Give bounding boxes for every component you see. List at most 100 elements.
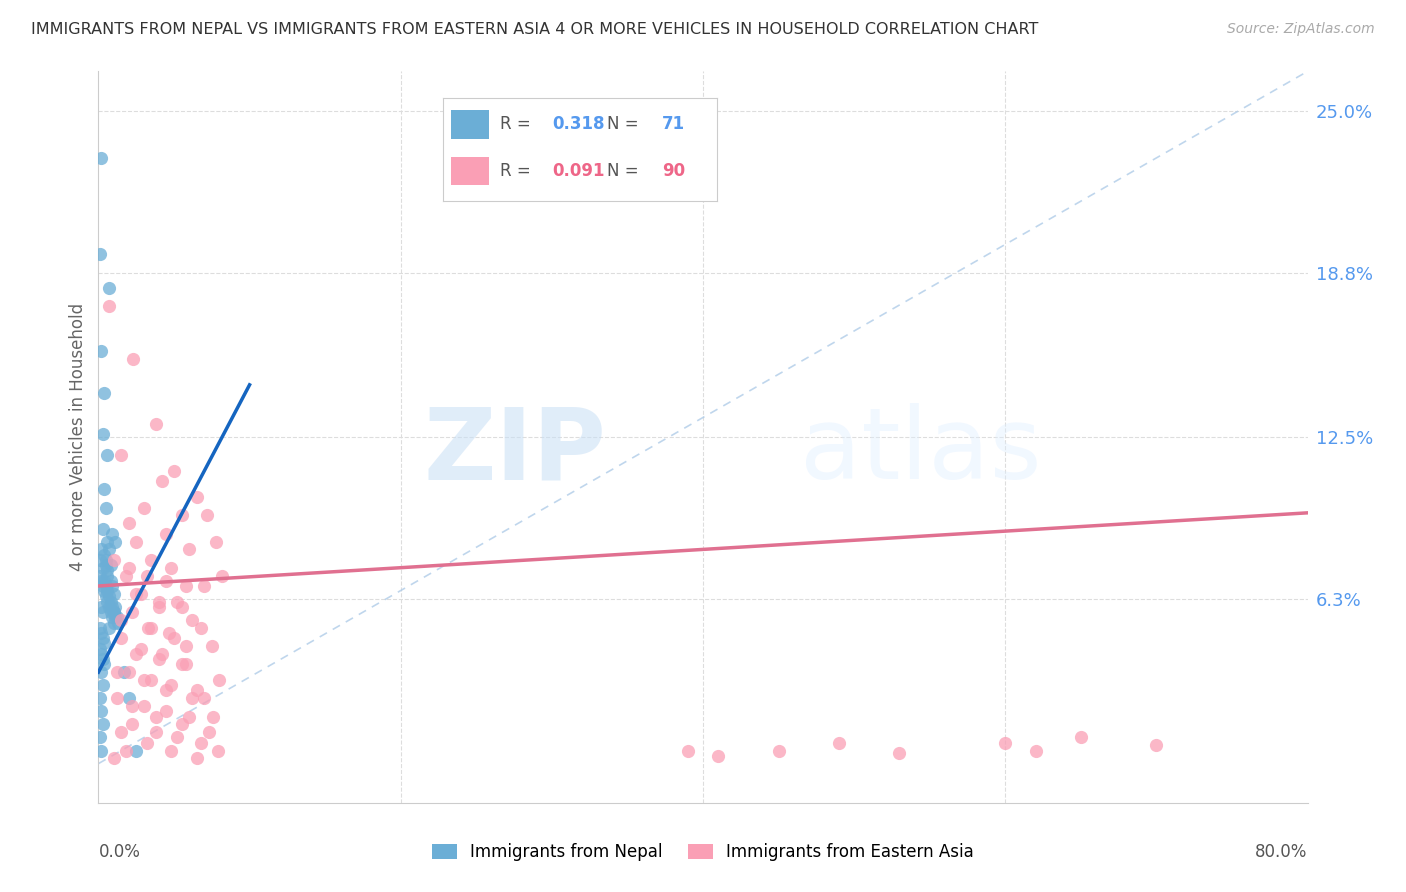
Point <box>1024 743 1046 757</box>
Point <box>103 751 125 765</box>
Point <box>141 673 163 687</box>
Point <box>105 691 128 706</box>
Point <box>90 705 112 719</box>
Point <box>125 534 148 549</box>
Point <box>110 725 132 739</box>
Point <box>174 657 197 672</box>
Point <box>100 605 122 619</box>
Point <box>98 542 121 557</box>
Point <box>89 247 111 261</box>
Point <box>101 526 124 541</box>
Point <box>132 673 155 687</box>
Text: R =: R = <box>501 115 537 133</box>
Point <box>114 743 136 757</box>
Point <box>103 615 125 630</box>
Point <box>141 621 163 635</box>
Point <box>93 483 115 497</box>
Point <box>145 709 167 723</box>
Point <box>89 621 111 635</box>
Text: R =: R = <box>501 162 537 180</box>
Text: 80.0%: 80.0% <box>1256 843 1308 861</box>
Point <box>100 594 122 608</box>
Text: N =: N = <box>607 162 644 180</box>
Point <box>91 579 114 593</box>
Point <box>166 731 188 745</box>
Point <box>101 599 124 614</box>
Point <box>107 615 129 630</box>
Point <box>94 590 117 604</box>
Point <box>121 699 143 714</box>
Point <box>121 717 143 731</box>
Point <box>170 717 193 731</box>
Point <box>89 553 111 567</box>
Text: 90: 90 <box>662 162 685 180</box>
Point <box>98 599 121 614</box>
Point <box>122 351 145 366</box>
Point <box>208 673 231 687</box>
Point <box>193 579 215 593</box>
Point <box>114 568 136 582</box>
Point <box>129 587 152 601</box>
Point <box>90 343 112 358</box>
Point <box>96 563 118 577</box>
Point <box>96 568 118 582</box>
Point <box>205 534 228 549</box>
Point <box>98 621 121 635</box>
Point <box>160 678 183 692</box>
Point <box>135 736 157 750</box>
Point <box>160 743 183 757</box>
Point <box>96 594 118 608</box>
Point <box>174 639 197 653</box>
Point <box>136 621 159 635</box>
Point <box>132 500 155 515</box>
Point <box>197 725 219 739</box>
Point <box>125 743 148 757</box>
Point <box>141 553 163 567</box>
Point <box>160 560 183 574</box>
Point <box>93 574 115 588</box>
Point <box>201 639 224 653</box>
Point <box>90 574 112 588</box>
Point <box>96 449 118 463</box>
Point <box>132 699 155 714</box>
Bar <box>451 157 489 186</box>
Point <box>103 605 125 619</box>
Point <box>145 417 167 431</box>
Point <box>98 300 121 314</box>
Point <box>121 605 143 619</box>
Point <box>96 534 118 549</box>
Text: 0.091: 0.091 <box>553 162 605 180</box>
Point <box>828 736 851 750</box>
Point <box>155 705 177 719</box>
Point <box>96 584 118 599</box>
Point <box>150 647 173 661</box>
Point <box>98 590 121 604</box>
Point <box>179 542 201 557</box>
Point <box>94 500 117 515</box>
Point <box>1070 731 1092 745</box>
Point <box>93 584 115 599</box>
Point <box>207 743 229 757</box>
Point <box>145 725 167 739</box>
Point <box>125 647 148 661</box>
Point <box>101 610 124 624</box>
Point <box>707 748 730 763</box>
Point <box>135 568 157 582</box>
Text: 71: 71 <box>662 115 685 133</box>
Point <box>148 599 170 614</box>
Point <box>104 599 127 614</box>
Point <box>91 632 114 646</box>
Text: 0.318: 0.318 <box>553 115 605 133</box>
Text: IMMIGRANTS FROM NEPAL VS IMMIGRANTS FROM EASTERN ASIA 4 OR MORE VEHICLES IN HOUS: IMMIGRANTS FROM NEPAL VS IMMIGRANTS FROM… <box>31 22 1038 37</box>
Point <box>155 683 177 698</box>
Point <box>179 709 201 723</box>
Point <box>93 548 115 562</box>
Point <box>93 385 115 400</box>
Point <box>166 594 188 608</box>
Point <box>195 508 218 523</box>
Point <box>118 516 141 531</box>
Point <box>91 717 114 731</box>
Point <box>676 743 699 757</box>
Point <box>93 636 115 650</box>
Point <box>94 558 117 573</box>
